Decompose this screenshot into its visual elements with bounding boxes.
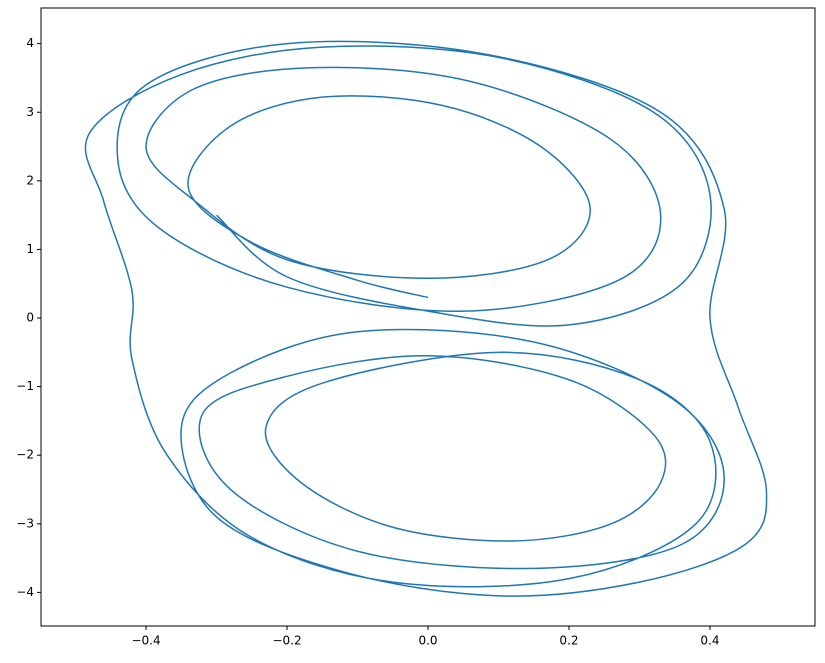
x-tick-label: 0.4: [700, 634, 719, 648]
x-tick-label: 0.2: [559, 634, 578, 648]
x-tick-label: −0.4: [131, 634, 160, 648]
y-tick-label: 2: [26, 173, 34, 187]
y-tick-label: 0: [26, 311, 34, 325]
x-tick-label: −0.2: [272, 634, 301, 648]
y-tick-label: −4: [16, 585, 34, 599]
y-tick-label: 4: [26, 36, 34, 50]
y-tick-label: 3: [26, 105, 34, 119]
y-tick-label: 1: [26, 242, 34, 256]
y-tick-label: −3: [16, 516, 34, 530]
trajectory-line: [84, 40, 768, 597]
y-tick-label: −1: [16, 379, 34, 393]
x-tick-label: 0.0: [418, 634, 437, 648]
y-tick-label: −2: [16, 448, 34, 462]
